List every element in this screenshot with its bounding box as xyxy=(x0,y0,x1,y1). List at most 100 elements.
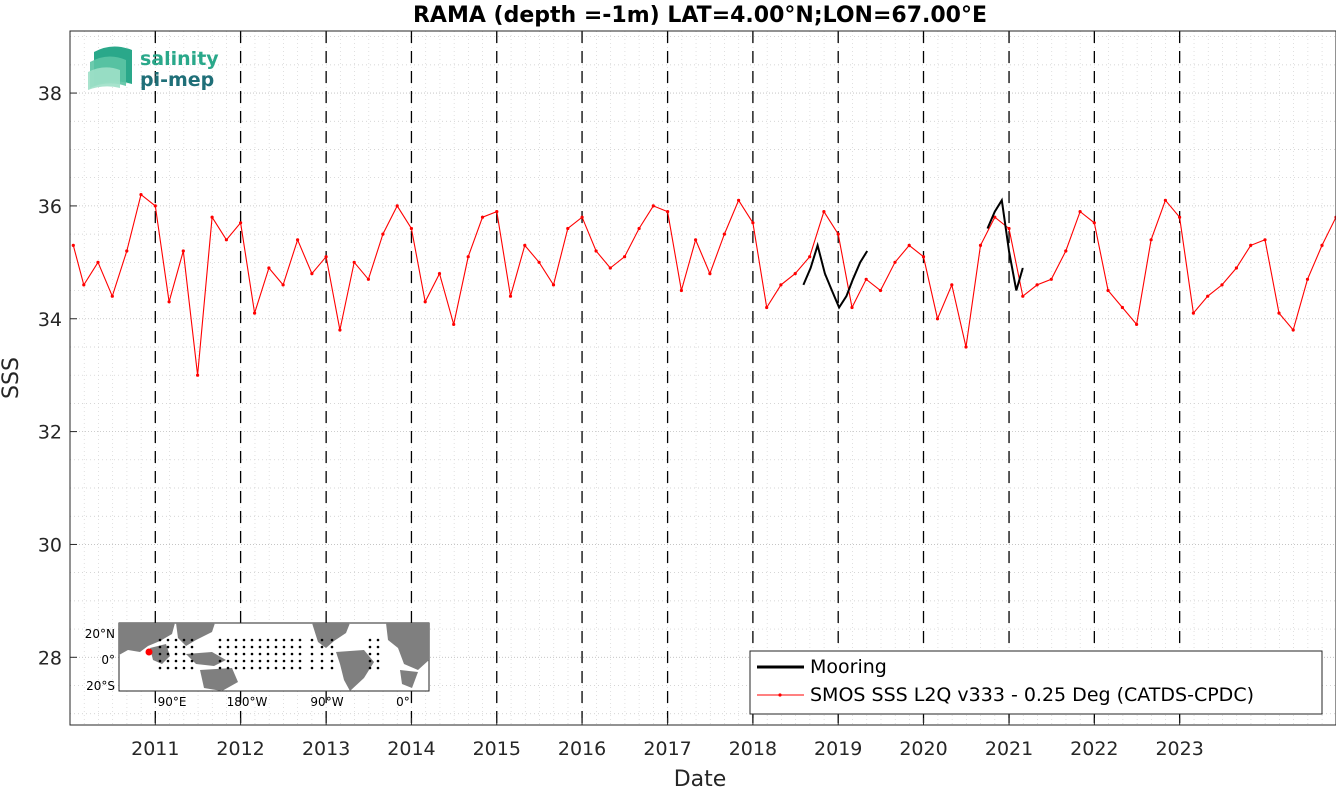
array-dot xyxy=(190,638,194,642)
array-dot xyxy=(330,638,334,642)
land-masses xyxy=(119,623,429,691)
smos-data-point xyxy=(836,232,840,236)
smos-series-line xyxy=(72,193,1336,376)
smos-data-point xyxy=(437,272,442,276)
smos-data-point xyxy=(1092,221,1096,225)
array-dot xyxy=(310,666,314,670)
array-dot xyxy=(242,645,246,649)
smos-data-point xyxy=(893,260,897,264)
smos-data-point xyxy=(779,283,783,287)
array-dot xyxy=(158,645,162,649)
chart-title: RAMA (depth =-1m) LAT=4.00°N;LON=67.00°E xyxy=(413,3,987,28)
legend-box xyxy=(749,650,1323,715)
array-dot xyxy=(282,645,286,649)
array-dot xyxy=(190,666,194,670)
smos-data-point xyxy=(1178,215,1182,219)
smos-data-point xyxy=(850,305,854,310)
smos-data-point xyxy=(338,328,342,332)
year-dividers xyxy=(154,31,1181,725)
y-tick-label: 30 xyxy=(38,534,62,556)
wave-logo-icon xyxy=(88,46,132,90)
array-dot xyxy=(376,666,380,670)
array-dot xyxy=(290,638,294,642)
array-dot xyxy=(174,659,178,663)
smos-data-point xyxy=(1078,210,1082,214)
array-dot xyxy=(298,666,302,670)
smos-data-point xyxy=(1191,311,1195,315)
array-dot xyxy=(376,645,380,649)
smos-data-point xyxy=(1234,266,1238,270)
array-dot xyxy=(330,666,334,670)
array-dot xyxy=(258,659,262,663)
smos-data-point xyxy=(495,210,499,214)
array-dot xyxy=(376,638,380,642)
array-dot xyxy=(218,645,222,649)
smos-data-point xyxy=(1035,283,1039,287)
smos-data-point xyxy=(1263,238,1267,242)
smos-data-point xyxy=(71,243,75,247)
x-axis-ticks: 2011 2012 2013 2014 2015 2016 2017 2018 2019 2020… xyxy=(131,718,1204,760)
array-dot xyxy=(174,666,178,670)
smos-data-point xyxy=(822,210,826,214)
smos-data-point xyxy=(239,221,243,225)
smos-data-point xyxy=(395,204,399,208)
x-tick-label: 2019 xyxy=(814,738,862,760)
smos-data-point xyxy=(1149,238,1153,242)
smos-data-point xyxy=(935,317,940,321)
array-dot xyxy=(266,659,270,663)
smos-data-point xyxy=(1163,198,1167,202)
array-dot xyxy=(158,666,162,670)
legend-label-smos: SMOS SSS L2Q v333 - 0.25 Deg (CATDS-CPDC… xyxy=(810,684,1254,706)
array-dot xyxy=(258,652,262,656)
x-tick-label: 2023 xyxy=(1155,738,1203,760)
map-lon-label-90w: 90°W xyxy=(310,695,343,709)
array-dot xyxy=(250,666,254,670)
smos-data-point xyxy=(125,249,129,253)
smos-data-point xyxy=(637,226,641,231)
array-dot xyxy=(290,659,294,663)
map-lat-label-0: 0° xyxy=(101,653,115,667)
array-dot xyxy=(266,638,270,642)
array-dot xyxy=(290,645,294,649)
smos-data-point xyxy=(623,255,627,259)
array-dot xyxy=(234,645,238,649)
array-dot xyxy=(330,659,334,663)
array-dot xyxy=(166,652,170,656)
smos-data-point xyxy=(651,204,655,208)
salinity-pimep-logo: salinity pi-mep xyxy=(88,46,219,91)
array-dot xyxy=(166,638,170,642)
array-dot xyxy=(190,645,194,649)
array-dot xyxy=(298,638,302,642)
smos-data-point xyxy=(267,266,271,270)
array-dot xyxy=(234,659,238,663)
x-tick-label: 2013 xyxy=(302,738,350,760)
smos-data-point xyxy=(964,345,968,349)
smos-data-point xyxy=(224,238,228,242)
array-dot xyxy=(274,638,278,642)
smos-data-point xyxy=(452,322,456,326)
y-tick-label: 34 xyxy=(38,309,62,331)
y-axis-label: SSS xyxy=(0,357,24,399)
smos-data-point xyxy=(907,243,911,247)
smos-data-point xyxy=(1291,328,1295,332)
array-dot xyxy=(158,652,162,656)
array-dot xyxy=(226,652,230,656)
smos-data-point xyxy=(253,311,257,315)
x-tick-label: 2022 xyxy=(1070,738,1118,760)
map-lon-label-90e: 90°E xyxy=(158,695,187,709)
map-lon-label-180w: 180°W xyxy=(227,695,268,709)
array-dot xyxy=(320,645,324,649)
smos-data-point xyxy=(594,249,598,253)
map-lon-label-0: 0° xyxy=(396,695,410,709)
smos-series xyxy=(71,193,1336,377)
legend-label-mooring: Mooring xyxy=(810,656,887,678)
array-dot xyxy=(218,666,222,670)
smos-data-point xyxy=(210,215,214,219)
array-dot xyxy=(218,638,222,642)
x-tick-label: 2021 xyxy=(985,738,1033,760)
smos-data-point xyxy=(537,260,541,264)
smos-data-point xyxy=(566,226,570,231)
x-axis-label: Date xyxy=(674,767,727,790)
array-dot xyxy=(174,645,178,649)
array-dot xyxy=(242,652,246,656)
